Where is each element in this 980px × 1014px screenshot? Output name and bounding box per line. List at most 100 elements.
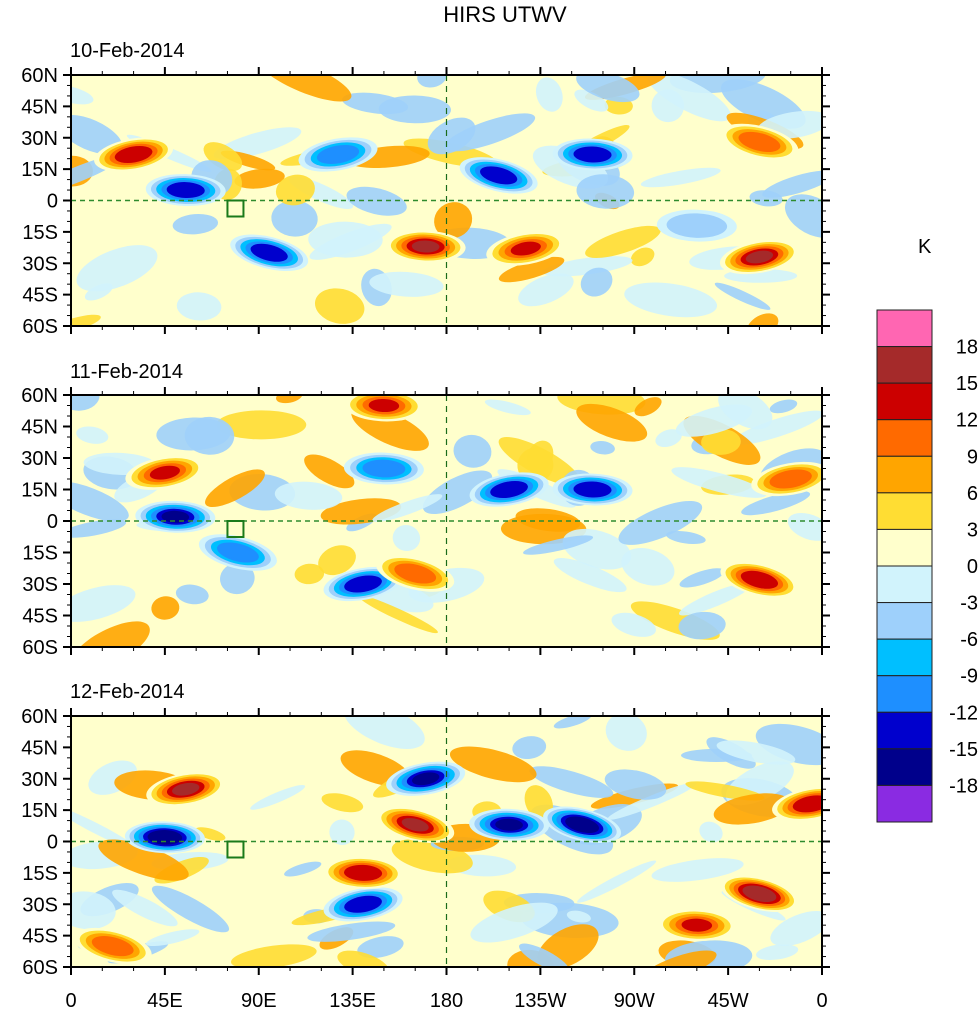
anomaly-feature	[552, 138, 633, 171]
anomaly-blob	[151, 885, 230, 933]
anomaly-blob	[71, 519, 127, 538]
anomaly-feature	[469, 472, 549, 507]
anomaly-blob	[666, 530, 706, 544]
anomaly-feature	[656, 209, 737, 242]
anomaly-feature	[198, 534, 277, 571]
y-tick-label: 60N	[21, 706, 58, 728]
anomaly-blob	[731, 410, 822, 446]
anomaly-blob	[346, 186, 407, 216]
colorbar-label: -15	[949, 739, 978, 761]
y-tick-label: 30N	[21, 769, 58, 791]
anomaly-blob	[624, 282, 718, 318]
y-tick-label: 60S	[22, 637, 58, 659]
x-tick-label: 45E	[147, 990, 183, 1012]
map-panel-2: 60N 45N 30N 15N 0 15S 30S 45S 60S	[21, 385, 830, 659]
anomaly-feature	[656, 909, 737, 942]
panel-title-1: 10-Feb-2014	[70, 40, 185, 62]
anomaly-blob	[284, 861, 322, 877]
contour-level	[569, 818, 595, 832]
x-tick-label: 135W	[514, 990, 566, 1012]
anomaly-blob	[308, 221, 383, 258]
anomaly-blob	[519, 943, 570, 967]
contour-level	[745, 250, 774, 264]
panel-title-2: 11-Feb-2014	[70, 361, 184, 383]
anomaly-blob	[566, 910, 591, 923]
contour-level	[744, 134, 775, 150]
colorbar-swatch	[876, 455, 933, 494]
colorbar: 18 15 12 9 6 3 0 -3 -6 -9 -12 -15 -18	[876, 309, 978, 823]
colorbar-unit-label: K	[918, 236, 932, 258]
contour-level	[349, 897, 377, 911]
y-tick-label: 60S	[22, 316, 58, 338]
colorbar-label: 12	[956, 410, 978, 432]
contour-level	[172, 782, 200, 796]
anomaly-blob	[275, 174, 315, 206]
x-tick-label: 135E	[329, 990, 376, 1012]
anomaly-feature	[772, 786, 822, 821]
anomaly-blob	[553, 558, 627, 593]
colorbar-swatch	[876, 748, 933, 786]
contour-level	[495, 818, 523, 831]
anomaly-blob	[76, 426, 109, 444]
anomaly-blob	[576, 403, 648, 442]
contour-level	[152, 831, 178, 843]
anomaly-blob	[343, 716, 425, 749]
anomaly-blob	[76, 245, 158, 292]
anomaly-blob	[542, 256, 633, 277]
anomaly-blob	[294, 563, 325, 585]
anomaly-blob	[651, 858, 744, 882]
anomaly-blob	[258, 75, 352, 102]
y-tick-label: 30N	[21, 448, 58, 470]
anomaly-feature	[720, 561, 799, 599]
anomaly-blob	[453, 434, 492, 468]
region-box	[226, 520, 245, 538]
anomaly-blob	[71, 585, 136, 622]
map-panel-3: 60N 45N 30N 15N 0 15S 30S 45S 60S	[21, 706, 830, 979]
contour-level	[222, 545, 253, 560]
y-tick-label: 45S	[22, 926, 58, 948]
contour-level	[255, 246, 283, 260]
anomaly-blob	[71, 114, 123, 155]
y-tick-label: 45N	[21, 417, 58, 439]
y-tick-label: 45S	[22, 606, 58, 628]
anomaly-blob	[749, 190, 783, 207]
anomaly-blob	[304, 454, 355, 489]
anomaly-feature	[486, 231, 566, 266]
y-tick-label: 15S	[22, 222, 58, 244]
anomaly-blob	[605, 716, 647, 751]
colorbar-swatch	[876, 528, 933, 567]
anomaly-blob	[576, 174, 635, 209]
anomaly-blob	[618, 500, 703, 545]
x-tick-label: 45W	[708, 990, 749, 1012]
colorbar-swatch	[876, 492, 933, 530]
contour-level	[495, 483, 523, 496]
colorbar-swatch	[876, 419, 933, 457]
anomaly-blob	[175, 584, 209, 605]
anomaly-blob	[655, 429, 682, 448]
anomaly-blob	[194, 827, 226, 841]
contour-level	[510, 241, 541, 256]
contour-level	[161, 510, 190, 523]
anomaly-blob	[234, 168, 285, 189]
colorbar-swatch	[876, 565, 933, 604]
y-tick-label: 30N	[21, 128, 58, 150]
colorbar-swatch	[876, 346, 933, 384]
contour-level	[97, 938, 128, 954]
colorbar-label: 6	[967, 483, 978, 505]
anomaly-feature	[720, 123, 799, 161]
anomaly-blob	[321, 793, 364, 813]
anomaly-blob	[679, 568, 725, 588]
anomaly-feature	[459, 157, 538, 194]
y-tick-label: 60S	[22, 957, 58, 979]
y-tick-label: 30S	[22, 253, 58, 275]
colorbar-label: 18	[956, 337, 978, 359]
colorbar-swatch	[876, 602, 933, 640]
anomaly-feature	[343, 452, 424, 485]
anomaly-feature	[469, 808, 550, 841]
y-tick-label: 0	[47, 511, 58, 533]
anomaly-blob	[630, 247, 655, 267]
colorbar-swatch	[876, 309, 933, 348]
anomaly-blob	[498, 256, 565, 283]
chart-title: HIRS UTWV	[443, 2, 567, 27]
y-tick-label: 15N	[21, 800, 58, 822]
